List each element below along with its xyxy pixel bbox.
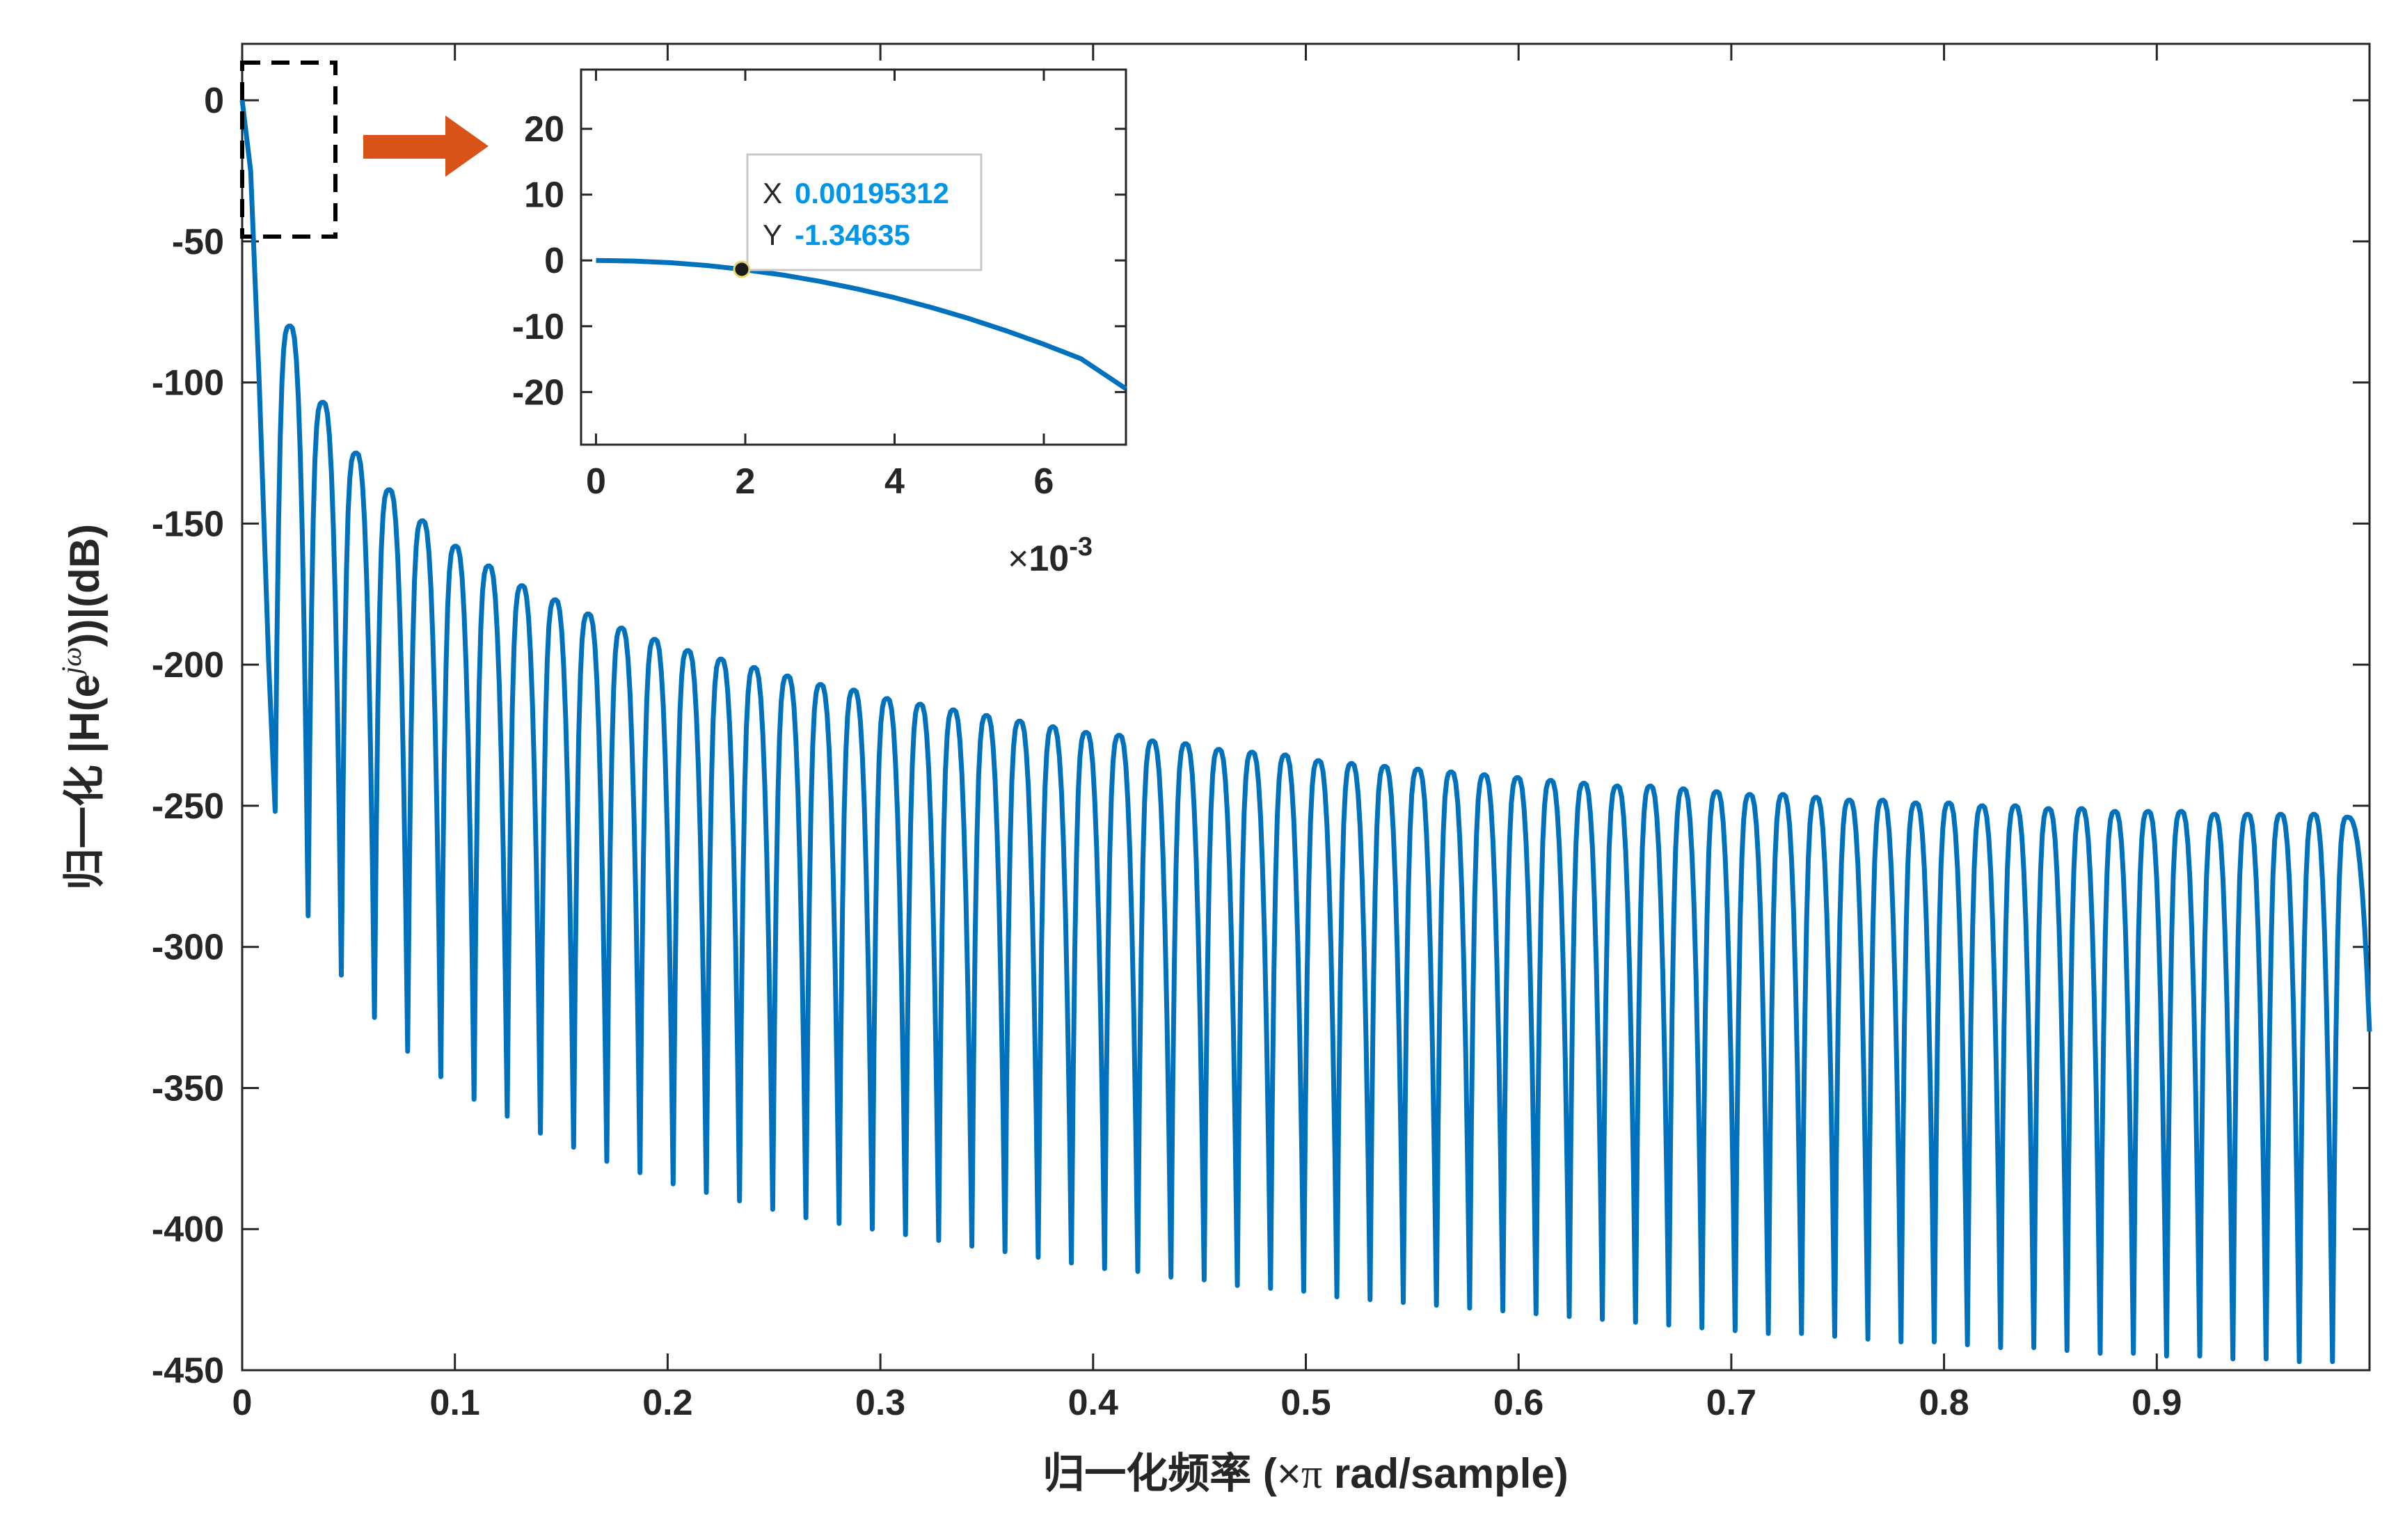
data-tip-x-key: X <box>763 177 782 209</box>
y-tick-label: -250 <box>152 786 224 827</box>
x-tick-label: 0.7 <box>1706 1383 1756 1423</box>
inset-x-exponent-label: ×10-3 <box>1008 532 1093 579</box>
main-series-line <box>239 100 2372 1365</box>
inset-series-line <box>596 257 1127 391</box>
main-ticks <box>241 44 2370 1372</box>
y-tick-label: -300 <box>152 928 224 968</box>
inset-x-tick-label: 4 <box>884 461 905 502</box>
x-tick-label: 0.2 <box>642 1383 692 1423</box>
y-tick-label: -150 <box>152 504 224 544</box>
x-tick-label: 0.9 <box>2132 1383 2182 1423</box>
main-tick-labels: 0 0.1 0.2 0.3 0.4 0.5 0.6 0.7 0.8 0.90-50-100-150… <box>152 81 2182 1423</box>
x-tick-label: 0.5 <box>1280 1383 1331 1423</box>
inset-y-tick-label: -10 <box>512 307 564 347</box>
inset-y-tick-label: 10 <box>524 175 564 216</box>
data-tip[interactable]: X 0.00195312 Y -1.34635 <box>733 153 983 278</box>
inset-ticks <box>581 70 1126 445</box>
inset-x-tick-label: 2 <box>736 461 756 502</box>
inset-tick-labels: 0 2 4 6 20 10 0 -10 -20 <box>512 109 1054 502</box>
y-tick-label: -100 <box>152 363 224 404</box>
data-tip-y-key: Y <box>763 219 782 251</box>
data-tip-y-value: -1.34635 <box>795 219 910 251</box>
zoom-arrow-icon <box>363 116 489 177</box>
inset-y-tick-label: -20 <box>512 372 564 413</box>
x-tick-label: 0.8 <box>1919 1383 1969 1423</box>
y-tick-label: -450 <box>152 1351 224 1391</box>
data-tip-marker[interactable] <box>733 260 751 278</box>
inset-x-tick-label: 6 <box>1034 461 1054 502</box>
main-axes: 0 0.1 0.2 0.3 0.4 0.5 0.6 0.7 0.8 0.90-50-100-150… <box>152 42 2372 1423</box>
zoom-region-box <box>240 61 338 239</box>
y-tick-label: -50 <box>172 222 224 262</box>
inset-axes: 0 2 4 6 20 10 0 -10 -20 ×10-3 X 0.00195312 Y -1.… <box>512 68 1127 579</box>
inset-x-tick-label: 0 <box>586 461 606 502</box>
data-tip-box <box>746 153 983 271</box>
x-tick-label: 0.3 <box>855 1383 905 1423</box>
x-tick-label: 0 <box>232 1383 253 1423</box>
y-tick-label: 0 <box>204 81 224 121</box>
y-tick-label: -200 <box>152 645 224 685</box>
data-tip-x-value: 0.00195312 <box>795 177 949 209</box>
x-axis-label: 归一化频率 (×π rad/sample) <box>1042 1450 1568 1497</box>
x-tick-label: 0.4 <box>1068 1383 1118 1423</box>
inset-y-tick-label: 20 <box>524 109 564 150</box>
y-axis-label: 归一化 |H(ejω))|(dB) <box>56 524 109 890</box>
inset-y-tick-label: 0 <box>544 241 564 281</box>
x-tick-label: 0.6 <box>1493 1383 1543 1423</box>
x-tick-label: 0.1 <box>430 1383 480 1423</box>
y-tick-label: -350 <box>152 1068 224 1109</box>
y-tick-label: -400 <box>152 1209 224 1250</box>
